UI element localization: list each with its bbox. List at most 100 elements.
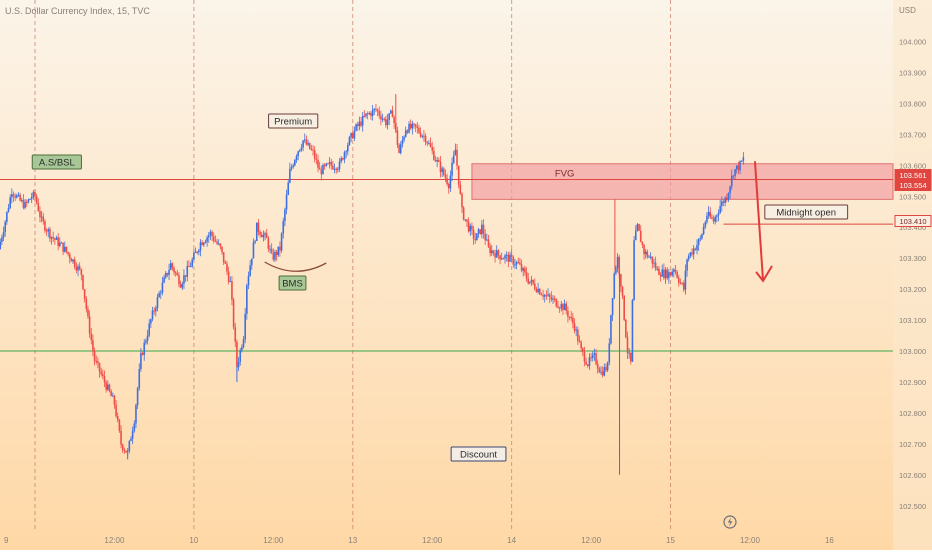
candle-body: [582, 348, 584, 352]
candle-body: [636, 224, 639, 231]
candle-body: [264, 233, 266, 235]
candle-body: [469, 225, 472, 232]
candle-body: [534, 283, 536, 289]
candle-body: [676, 272, 678, 278]
candle-body: [237, 361, 240, 368]
candle-body: [50, 237, 53, 239]
candle-body: [70, 258, 73, 262]
candle-body: [639, 230, 642, 243]
candle-body: [121, 444, 124, 451]
candle-body: [565, 303, 568, 311]
candle-body: [368, 113, 371, 115]
candle-body: [188, 265, 190, 267]
time-tick: 12:00: [740, 536, 761, 545]
candle-body: [14, 195, 16, 198]
candle-body: [350, 133, 352, 138]
candle-body: [628, 352, 630, 354]
candle-body: [221, 246, 223, 253]
bsl-label-box: [31, 154, 82, 170]
candle-body: [138, 369, 141, 389]
candle-body: [133, 423, 136, 432]
candle-body: [93, 350, 96, 362]
candle-body: [428, 143, 430, 145]
candle-body: [673, 269, 675, 272]
price-tick: 104.000: [899, 38, 926, 47]
candle-body: [130, 438, 132, 441]
candle-body: [103, 376, 106, 383]
candle-body: [292, 165, 294, 168]
candle-body: [418, 128, 420, 133]
price-tick: 103.700: [899, 130, 926, 139]
candle-body: [294, 159, 296, 166]
candle-body: [515, 262, 518, 265]
candle-body: [560, 304, 563, 309]
candle-body: [346, 144, 349, 152]
candle-body: [631, 300, 634, 362]
candle-body: [494, 253, 496, 258]
candle-body: [257, 222, 260, 232]
candle-body: [308, 142, 311, 149]
candle-body: [199, 242, 202, 251]
candle-body: [371, 109, 374, 117]
candle-body: [174, 272, 177, 274]
candle-body: [658, 268, 660, 275]
candle-body: [254, 240, 256, 243]
candle-body: [6, 211, 8, 222]
candle-body: [159, 292, 162, 294]
candle-body: [552, 298, 554, 300]
candle-body: [378, 111, 381, 116]
candle-body: [207, 235, 210, 238]
price-tick: 103.400: [899, 223, 926, 232]
candle-body: [156, 297, 159, 309]
candle-body: [649, 256, 652, 258]
candle-body: [719, 206, 721, 213]
candle-body: [421, 135, 424, 137]
candle-body: [641, 242, 644, 246]
candle-body: [664, 269, 667, 279]
candle-body: [116, 416, 119, 420]
price-tick: 103.200: [899, 285, 926, 294]
candle-body: [661, 269, 664, 277]
flash-icon[interactable]: [723, 515, 737, 529]
candle-body: [2, 231, 5, 238]
candle-body: [183, 275, 185, 284]
candle-body: [471, 225, 473, 230]
candle-body: [434, 159, 437, 162]
candle-body: [739, 161, 741, 171]
candle-body: [88, 316, 91, 334]
candle-body: [246, 285, 248, 314]
candle-body: [668, 272, 670, 279]
candle-body: [444, 174, 447, 179]
candle-body: [509, 254, 511, 262]
candle-body: [522, 268, 525, 271]
candle-body: [75, 266, 78, 271]
candle-body: [684, 270, 687, 290]
candle-body: [140, 353, 142, 370]
candle-body: [272, 252, 275, 260]
candle-body: [47, 229, 50, 232]
candle-body: [373, 108, 376, 110]
candle-body: [535, 288, 538, 293]
candle-body: [155, 308, 157, 312]
candle-body: [239, 350, 242, 362]
candle-body: [163, 277, 165, 283]
candle-body: [454, 149, 457, 156]
candle-body: [52, 237, 55, 239]
bsl-label: A.S/BSL: [39, 158, 75, 169]
candle-body: [530, 279, 533, 282]
price-tick: 103.000: [899, 347, 926, 356]
candle-body: [525, 272, 528, 279]
candle-body: [495, 250, 498, 258]
price-tick: 103.300: [899, 254, 926, 263]
candle-body: [34, 192, 36, 197]
candle-body: [176, 272, 179, 276]
price-tick: 103.100: [899, 316, 926, 325]
price-badge-box: [894, 215, 932, 227]
candle-body: [178, 275, 180, 285]
candle-body: [80, 269, 83, 275]
candle-body: [456, 149, 458, 166]
candle-body: [1, 237, 3, 242]
price-axis-background: [893, 0, 932, 550]
